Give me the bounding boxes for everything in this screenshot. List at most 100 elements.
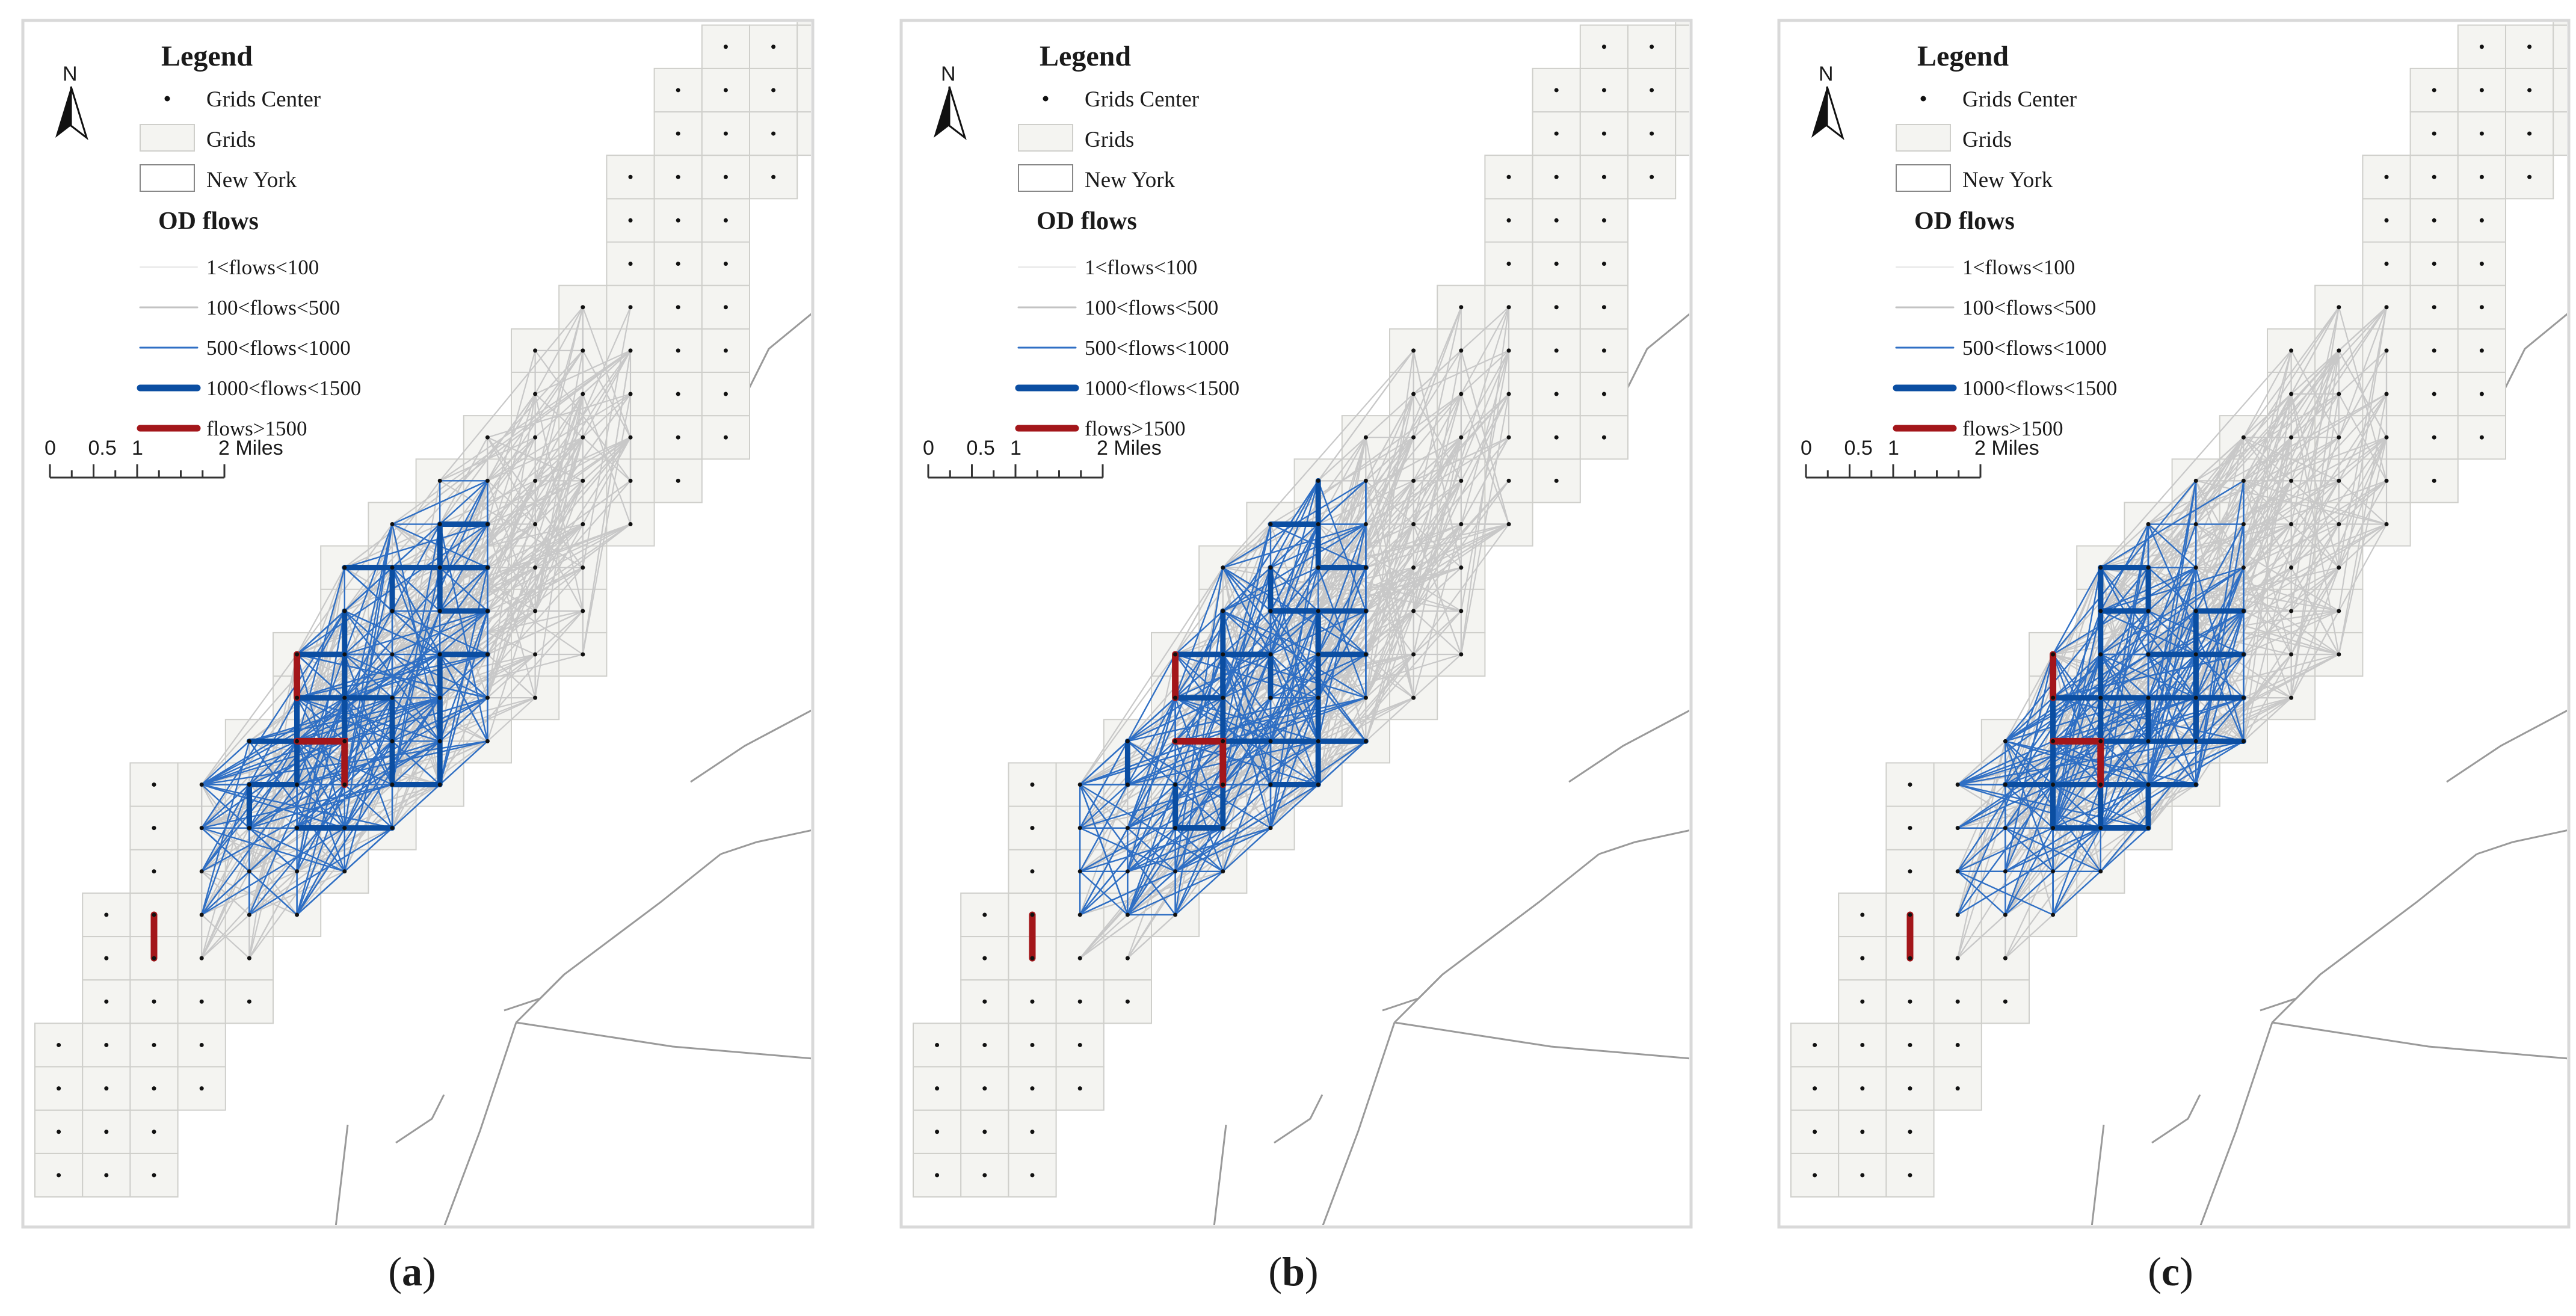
grid-center-point: [581, 652, 585, 657]
grid-center-point: [676, 435, 680, 440]
grid-center-point: [2051, 739, 2056, 743]
flow-line: [201, 827, 345, 916]
flow-line: [487, 393, 536, 482]
grid-center-point: [1554, 262, 1559, 266]
flow-line: [391, 480, 632, 656]
grid-center-point: [152, 1086, 156, 1091]
grid-center-point: [1363, 565, 1368, 570]
grid-center-point: [1316, 782, 1320, 787]
grid-center-point: [2289, 392, 2294, 396]
grids-symbol: [140, 124, 195, 152]
grid-center-point: [2098, 609, 2103, 613]
grid-center-point: [2289, 435, 2294, 440]
grid-center-point: [2384, 435, 2389, 440]
grid-center-point: [1955, 956, 1960, 961]
map-panel-a: Legend Grids Center Grids New York OD flows 1…: [21, 19, 815, 1229]
flow-line: [1079, 784, 1129, 916]
grid-center-point: [2527, 45, 2532, 49]
grid-center-point: [1697, 88, 1701, 92]
grid-center-point: [2289, 652, 2294, 657]
grid-center-point: [771, 88, 776, 93]
flow-line: [1317, 523, 1367, 656]
flow-line: [534, 480, 584, 612]
grid-center-point: [1221, 869, 1225, 874]
grid-center-point: [2098, 565, 2103, 570]
grid-center-point: [199, 1086, 204, 1091]
grid-center-point: [1601, 305, 1606, 310]
flow-class-label: flows>1500: [1962, 417, 2063, 440]
scale-bar: 0 0.5 1 2 Miles: [1801, 437, 2039, 479]
grid-center-point: [1908, 1130, 1912, 1134]
grid-center-point: [2479, 218, 2484, 223]
flow-line: [2338, 393, 2388, 482]
grid-center-point: [2432, 88, 2436, 93]
grid-center-point: [342, 782, 347, 787]
grid-center-point: [390, 652, 395, 657]
grid-center-point: [152, 912, 156, 917]
grid-center-point: [247, 826, 251, 831]
flow-line: [1079, 870, 1129, 916]
grid-center-point: [1316, 565, 1320, 570]
flow-line: [1127, 784, 1176, 829]
grid-cell: [797, 24, 811, 69]
flow-class-label: 100<flows<500: [206, 296, 340, 319]
north-arrow: N: [934, 63, 967, 141]
flow-class-label: 1<flows<100: [1085, 256, 1197, 279]
flow-line: [1222, 610, 1272, 786]
grid-center-point: [152, 826, 156, 831]
flow-line: [439, 567, 488, 612]
grid-center-point: [723, 88, 728, 93]
grid-center-point: [1030, 782, 1035, 787]
flow-line: [1222, 523, 1367, 568]
grid-center-symbol: [1043, 96, 1049, 102]
flow-line: [439, 610, 488, 742]
grid-center-point: [1459, 522, 1464, 527]
grid-center-point: [1554, 131, 1559, 136]
grid-center-point: [1459, 478, 1464, 483]
grid-center-point: [676, 174, 680, 179]
grid-center-point: [1221, 652, 1225, 657]
grid-center-point: [1459, 392, 1464, 396]
grid-center-point: [1173, 739, 1178, 743]
grid-center-point: [485, 652, 490, 657]
grid-center-point: [2146, 782, 2151, 787]
grid-center-point: [2432, 305, 2436, 310]
grid-center-point: [723, 348, 728, 353]
boundary-line: [1394, 1021, 1689, 1060]
grid-center-point: [1506, 262, 1511, 266]
boundary-line: [1568, 709, 1689, 783]
grid-center-point: [2098, 826, 2103, 831]
grid-center-point: [1221, 826, 1225, 831]
grid-center-point: [1459, 565, 1464, 570]
grid-center-point: [1411, 565, 1416, 570]
grid-center-point: [342, 739, 347, 743]
grid-center-point: [1506, 348, 1511, 353]
flow-line: [2052, 610, 2102, 742]
flow-line: [1413, 567, 1462, 612]
grid-center-point: [1173, 912, 1178, 917]
boundary-line: [504, 973, 565, 1012]
flow-line: [582, 393, 632, 656]
grid-center-point: [1411, 392, 1416, 396]
flow-line: [1079, 784, 1129, 829]
flow-line: [1079, 827, 1224, 873]
grid-center-point: [1316, 739, 1320, 743]
grid-center-point: [1697, 132, 1701, 136]
grid-center-point: [1860, 956, 1865, 961]
grid-cell: [797, 22, 811, 26]
grid-center-point: [1955, 1086, 1960, 1091]
grid-center-point: [247, 782, 251, 787]
scale-bar: 0 0.5 1 2 Miles: [45, 437, 283, 479]
grid-center-point: [1554, 305, 1559, 310]
grid-center-point: [771, 174, 776, 179]
flow-class-label: 500<flows<1000: [1085, 336, 1229, 360]
grid-center-point: [437, 478, 442, 483]
grid-center-point: [2337, 565, 2341, 570]
grid-center-point: [1955, 869, 1960, 874]
grid-center-point: [2337, 522, 2341, 527]
flow-line: [1174, 827, 1272, 873]
grid-center-point: [1908, 1042, 1912, 1047]
grid-center-point: [723, 218, 728, 223]
grid-center-point: [723, 262, 728, 266]
